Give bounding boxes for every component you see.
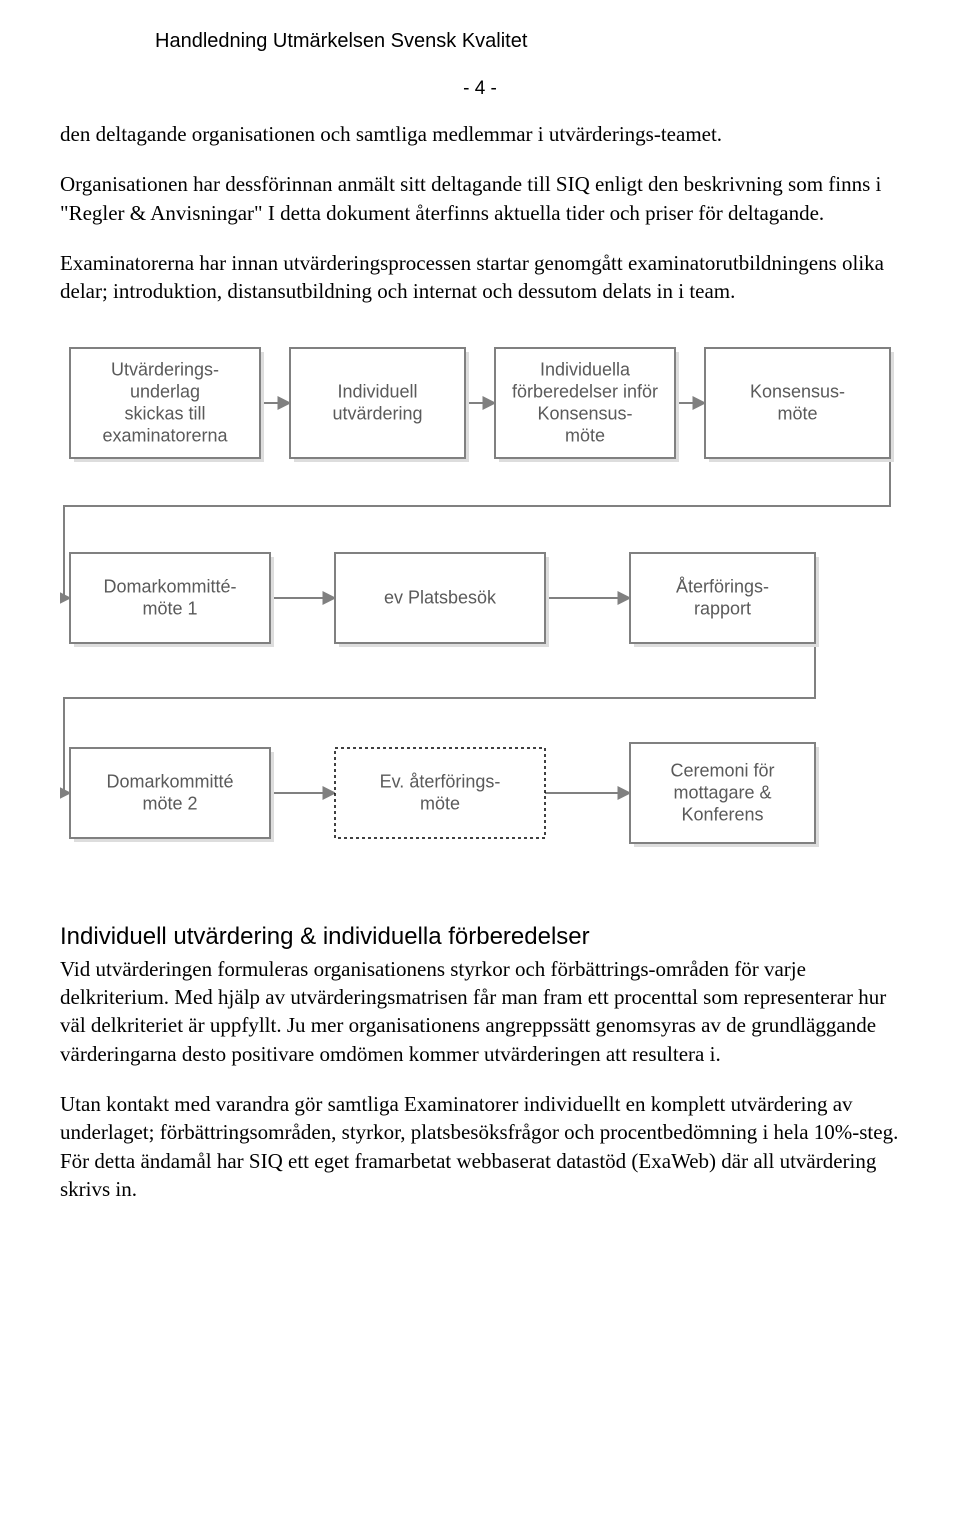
paragraph-3: Examinatorerna har innan utvärderingspro…	[60, 249, 900, 306]
paragraph-2: Organisationen har dessförinnan anmält s…	[60, 170, 900, 227]
flowchart-node-label: möte	[420, 793, 460, 813]
section-paragraph-1: Vid utvärderingen formuleras organisatio…	[60, 955, 900, 1068]
document-header-title: Handledning Utmärkelsen Svensk Kvalitet	[155, 30, 900, 53]
flowchart-node-label: möte	[565, 425, 605, 445]
flowchart-node-label: förberedelser inför	[512, 381, 658, 401]
flowchart-node-label: Ev. återförings-	[380, 771, 501, 791]
flowchart-node-label: möte	[777, 403, 817, 423]
flowchart-node-label: ev Platsbesök	[384, 587, 497, 607]
flowchart-node-label: Konsensus-	[750, 381, 845, 401]
flowchart-node-label: Återförings-	[676, 576, 769, 596]
flowchart-node-label: Domarkommitté	[106, 771, 233, 791]
flowchart-node-label: Ceremoni för	[670, 760, 774, 780]
flowchart-node-label: utvärdering	[332, 403, 422, 423]
flowchart-node-label: Domarkommitté-	[103, 576, 236, 596]
section-heading: Individuell utvärdering & individuella f…	[60, 923, 900, 951]
flowchart-node-label: skickas till	[124, 403, 205, 423]
flowchart-node-label: Konferens	[681, 804, 763, 824]
process-flowchart: Utvärderings-underlagskickas tillexamina…	[60, 338, 900, 878]
flowchart-node-label: möte 2	[142, 793, 197, 813]
flowchart-node-label: rapport	[694, 598, 751, 618]
page-number: - 4 -	[60, 78, 900, 100]
flowchart-node-label: Individuell	[337, 381, 417, 401]
flowchart-node-label: mottagare &	[673, 782, 771, 802]
section-paragraph-2: Utan kontakt med varandra gör samtliga E…	[60, 1090, 900, 1203]
flowchart-node-label: Individuella	[540, 359, 631, 379]
flowchart-node-label: examinatorerna	[102, 425, 228, 445]
flowchart-node-label: möte 1	[142, 598, 197, 618]
paragraph-1: den deltagande organisationen och samtli…	[60, 120, 900, 148]
flowchart-node-label: underlag	[130, 381, 200, 401]
flowchart-node-label: Konsensus-	[537, 403, 632, 423]
flowchart-node-label: Utvärderings-	[111, 359, 219, 379]
